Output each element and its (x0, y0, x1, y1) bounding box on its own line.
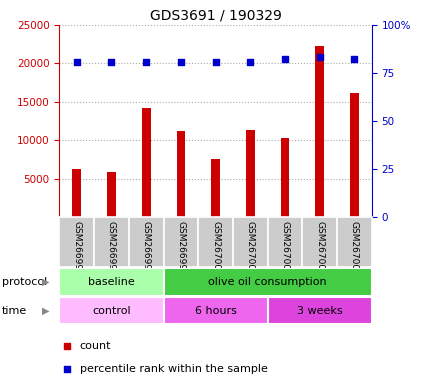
Bar (59, 268, 164, 296)
Point (283, 40, 290, 46)
Text: GSM267004: GSM267004 (350, 221, 359, 276)
Point (177, 60, 184, 66)
Text: GSM266998: GSM266998 (142, 221, 150, 276)
Point (316, 54, 323, 60)
Text: GSM266996: GSM266996 (72, 221, 81, 276)
Bar (164, 297, 268, 324)
Bar (302, 217, 337, 267)
Text: GSM267002: GSM267002 (281, 221, 290, 276)
Text: count: count (80, 341, 111, 351)
Text: ▶: ▶ (42, 306, 50, 316)
Point (282, 56, 289, 62)
Point (283, 249, 290, 255)
Text: percentile rank within the sample: percentile rank within the sample (80, 364, 268, 374)
Bar (107, 172, 116, 217)
Text: baseline: baseline (88, 277, 135, 287)
Bar (268, 217, 302, 267)
Bar (281, 138, 290, 217)
Text: 3 weeks: 3 weeks (297, 306, 343, 316)
Point (212, 60, 219, 66)
Text: GSM267003: GSM267003 (315, 221, 324, 276)
Text: protocol: protocol (2, 277, 48, 287)
Bar (268, 297, 372, 324)
Text: control: control (92, 306, 131, 316)
Text: GSM267001: GSM267001 (246, 221, 255, 276)
Text: GSM266997: GSM266997 (107, 221, 116, 276)
Bar (337, 217, 372, 267)
Text: time: time (2, 306, 27, 316)
Title: GDS3691 / 190329: GDS3691 / 190329 (150, 8, 282, 22)
Point (108, 60, 115, 66)
Point (73, 60, 80, 66)
Point (351, 56, 358, 62)
Bar (164, 268, 372, 296)
Bar (211, 159, 220, 217)
Bar (350, 93, 359, 217)
Bar (198, 217, 233, 267)
Bar (315, 46, 324, 217)
Text: olive oil consumption: olive oil consumption (209, 277, 327, 287)
Text: 6 hours: 6 hours (194, 306, 237, 316)
Point (143, 60, 150, 66)
Bar (73, 169, 81, 217)
Bar (246, 130, 255, 217)
Bar (164, 217, 198, 267)
Bar (129, 217, 164, 267)
Text: GSM267000: GSM267000 (211, 221, 220, 276)
Bar (233, 217, 268, 267)
Bar (94, 217, 129, 267)
Bar (176, 131, 185, 217)
Bar (59, 297, 164, 324)
Bar (142, 108, 150, 217)
Point (247, 60, 254, 66)
Text: ▶: ▶ (42, 277, 50, 287)
Bar (59, 217, 94, 267)
Text: GSM266999: GSM266999 (176, 221, 185, 276)
